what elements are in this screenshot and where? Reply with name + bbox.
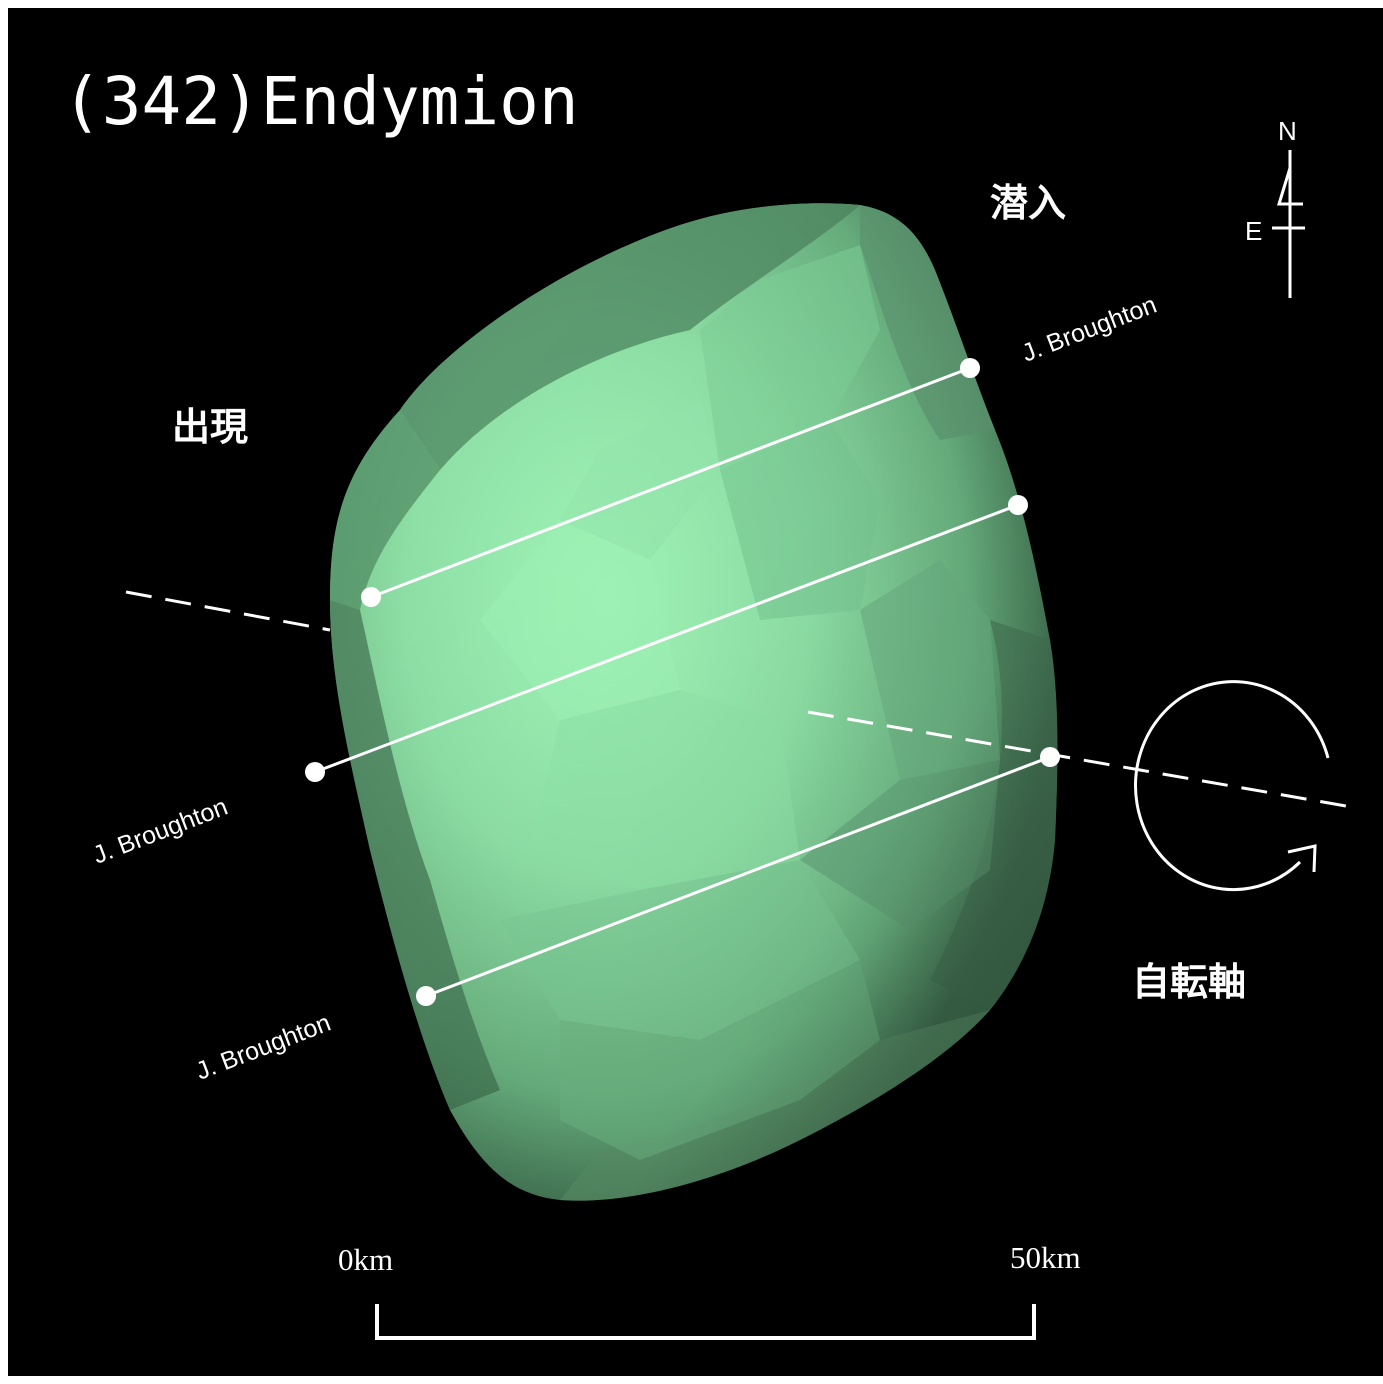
chord-3-disappearance-point — [1040, 747, 1060, 767]
rotation-axis-label: 自転軸 — [1132, 960, 1246, 1004]
compass-north-label: N — [1278, 116, 1297, 146]
scale-start-label: 0km — [338, 1242, 393, 1277]
chord-3-reappearance-point — [416, 986, 436, 1006]
chord-1-disappearance-point — [960, 358, 980, 378]
diagram-title: (342)Endymion — [62, 63, 579, 140]
disappearance-label: 潜入 — [990, 181, 1066, 225]
scale-end-label: 50km — [1010, 1240, 1081, 1275]
compass-east-label: E — [1245, 216, 1262, 246]
reappearance-label: 出現 — [172, 405, 248, 449]
chord-1-reappearance-point — [361, 587, 381, 607]
chord-2-disappearance-point — [1008, 495, 1028, 515]
chord-2-reappearance-point — [305, 762, 325, 782]
